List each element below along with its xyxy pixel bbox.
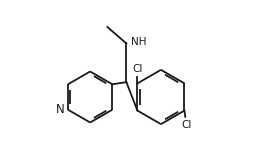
Text: Cl: Cl <box>132 64 143 74</box>
Text: N: N <box>56 103 64 116</box>
Text: Cl: Cl <box>181 120 191 130</box>
Text: NH: NH <box>130 37 146 46</box>
